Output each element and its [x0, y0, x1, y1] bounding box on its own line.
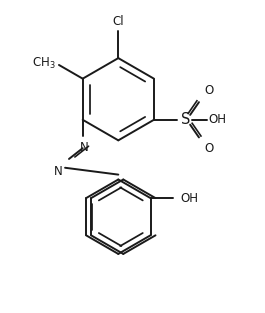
Text: OH: OH: [209, 113, 227, 126]
Text: N: N: [54, 165, 63, 178]
Text: O: O: [205, 84, 214, 97]
Text: OH: OH: [180, 192, 198, 205]
Text: O: O: [205, 142, 214, 155]
Text: N: N: [80, 141, 89, 154]
Text: CH$_3$: CH$_3$: [32, 55, 56, 70]
Text: Cl: Cl: [112, 15, 124, 28]
Text: S: S: [180, 112, 190, 127]
